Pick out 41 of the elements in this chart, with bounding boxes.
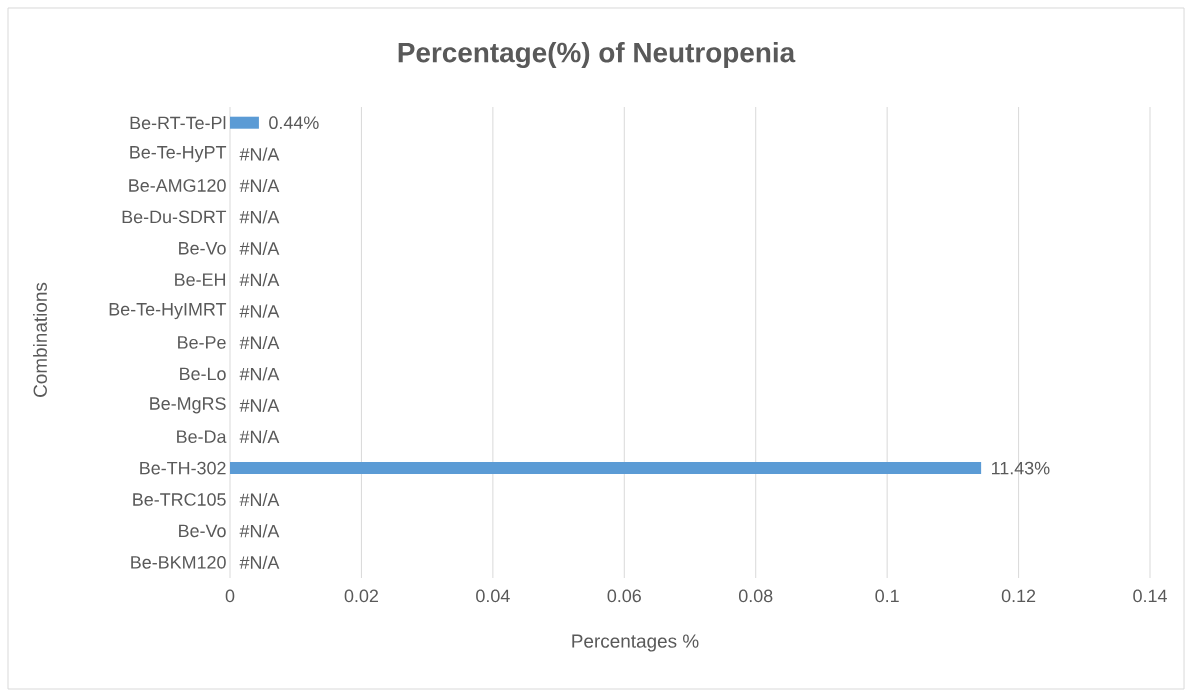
y-tick-label: Be-Vo (179, 242, 226, 255)
y-tick-label: Be-BKM120 (131, 555, 226, 569)
x-tick-label: 0.12 (1001, 589, 1036, 603)
y-axis-title: Combinations (33, 282, 47, 397)
text: #N/A (239, 241, 280, 255)
text: #N/A (239, 335, 280, 350)
y-tick-label: Be-AMG120 (129, 179, 226, 192)
y-tick-label: Be-MgRS (150, 397, 226, 414)
y-tick-label: Be-Te-HyIMRT (109, 303, 227, 320)
y-tick-label: Be-TH-302 (140, 461, 226, 475)
chart-title: Percentage(%) of Neutropenia (398, 41, 796, 69)
text: #N/A (239, 210, 280, 224)
x-tick-label: 0.08 (738, 589, 773, 603)
text: #N/A (239, 492, 280, 507)
text: #N/A (239, 398, 280, 412)
y-tick-label: Be-Vo (179, 524, 226, 538)
text: #N/A (239, 430, 280, 444)
text: #N/A (239, 555, 280, 569)
x-axis-title: Percentages % (572, 634, 699, 652)
x-tick-label: 0.02 (344, 589, 378, 603)
text: #N/A (239, 147, 280, 161)
y-tick-label: Be-EH (175, 273, 226, 286)
text: #N/A (239, 178, 280, 193)
y-tick-label: Be-Lo (180, 367, 226, 381)
text: #N/A (239, 273, 280, 287)
x-tick-label: 0.1 (875, 589, 899, 603)
y-tick-label: Be-Pe (178, 336, 226, 349)
x-tick-label: 0 (225, 589, 235, 603)
y-tick-label: Be-TRC105 (133, 493, 226, 506)
text: #N/A (239, 367, 280, 381)
data-label: 0.44% (269, 116, 319, 130)
x-tick-label: 0.06 (607, 589, 641, 603)
y-tick-label: Be-RT-Te-Pl (130, 116, 226, 130)
y-tick-label: Be-Da (177, 430, 227, 443)
y-tick-label: Be-Du-SDRT (122, 210, 227, 224)
data-label: 11.43% (992, 461, 1050, 475)
y-tick-label: Be-Te-HyPT (130, 146, 227, 163)
x-tick-label: 0.04 (476, 589, 510, 603)
text: #N/A (239, 524, 280, 538)
x-tick-label: 0.14 (1133, 589, 1167, 603)
text: #N/A (239, 304, 280, 318)
